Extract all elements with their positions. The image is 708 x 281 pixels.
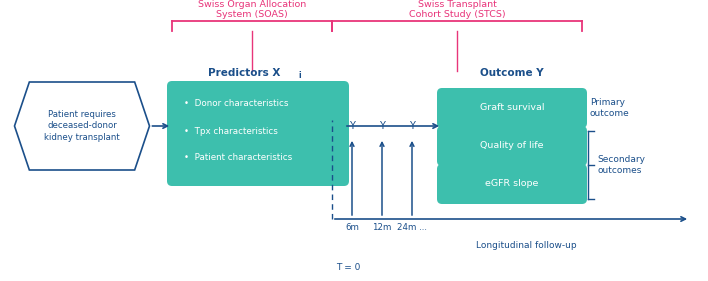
Text: Primary
outcome: Primary outcome (590, 98, 629, 118)
Text: 6m: 6m (345, 223, 359, 232)
FancyBboxPatch shape (167, 81, 349, 186)
Text: Longitudinal follow-up: Longitudinal follow-up (476, 241, 576, 250)
Text: i: i (298, 71, 301, 80)
Text: 12m: 12m (372, 223, 392, 232)
Text: Patient requires
deceased-donor
kidney transplant: Patient requires deceased-donor kidney t… (44, 110, 120, 142)
FancyBboxPatch shape (437, 88, 587, 128)
Text: eGFR slope: eGFR slope (485, 180, 539, 189)
FancyBboxPatch shape (437, 126, 587, 166)
Text: Predictors X: Predictors X (208, 68, 280, 78)
FancyBboxPatch shape (437, 164, 587, 204)
Text: •  Donor characteristics: • Donor characteristics (184, 99, 288, 108)
Text: Outcome Y: Outcome Y (480, 68, 544, 78)
Text: Swiss Transplant
Cohort Study (STCS): Swiss Transplant Cohort Study (STCS) (409, 0, 506, 19)
Text: Y: Y (379, 121, 385, 131)
Text: Graft survival: Graft survival (480, 103, 544, 112)
Text: •  Tpx characteristics: • Tpx characteristics (184, 126, 278, 135)
Text: 24m ...: 24m ... (397, 223, 427, 232)
Text: Y: Y (349, 121, 355, 131)
Text: Secondary
outcomes: Secondary outcomes (597, 155, 645, 175)
Text: Quality of life: Quality of life (480, 142, 544, 151)
Text: Swiss Organ Allocation
System (SOAS): Swiss Organ Allocation System (SOAS) (198, 0, 306, 19)
Text: •  Patient characteristics: • Patient characteristics (184, 153, 292, 162)
Text: T = 0: T = 0 (336, 263, 360, 272)
Text: Y: Y (409, 121, 415, 131)
